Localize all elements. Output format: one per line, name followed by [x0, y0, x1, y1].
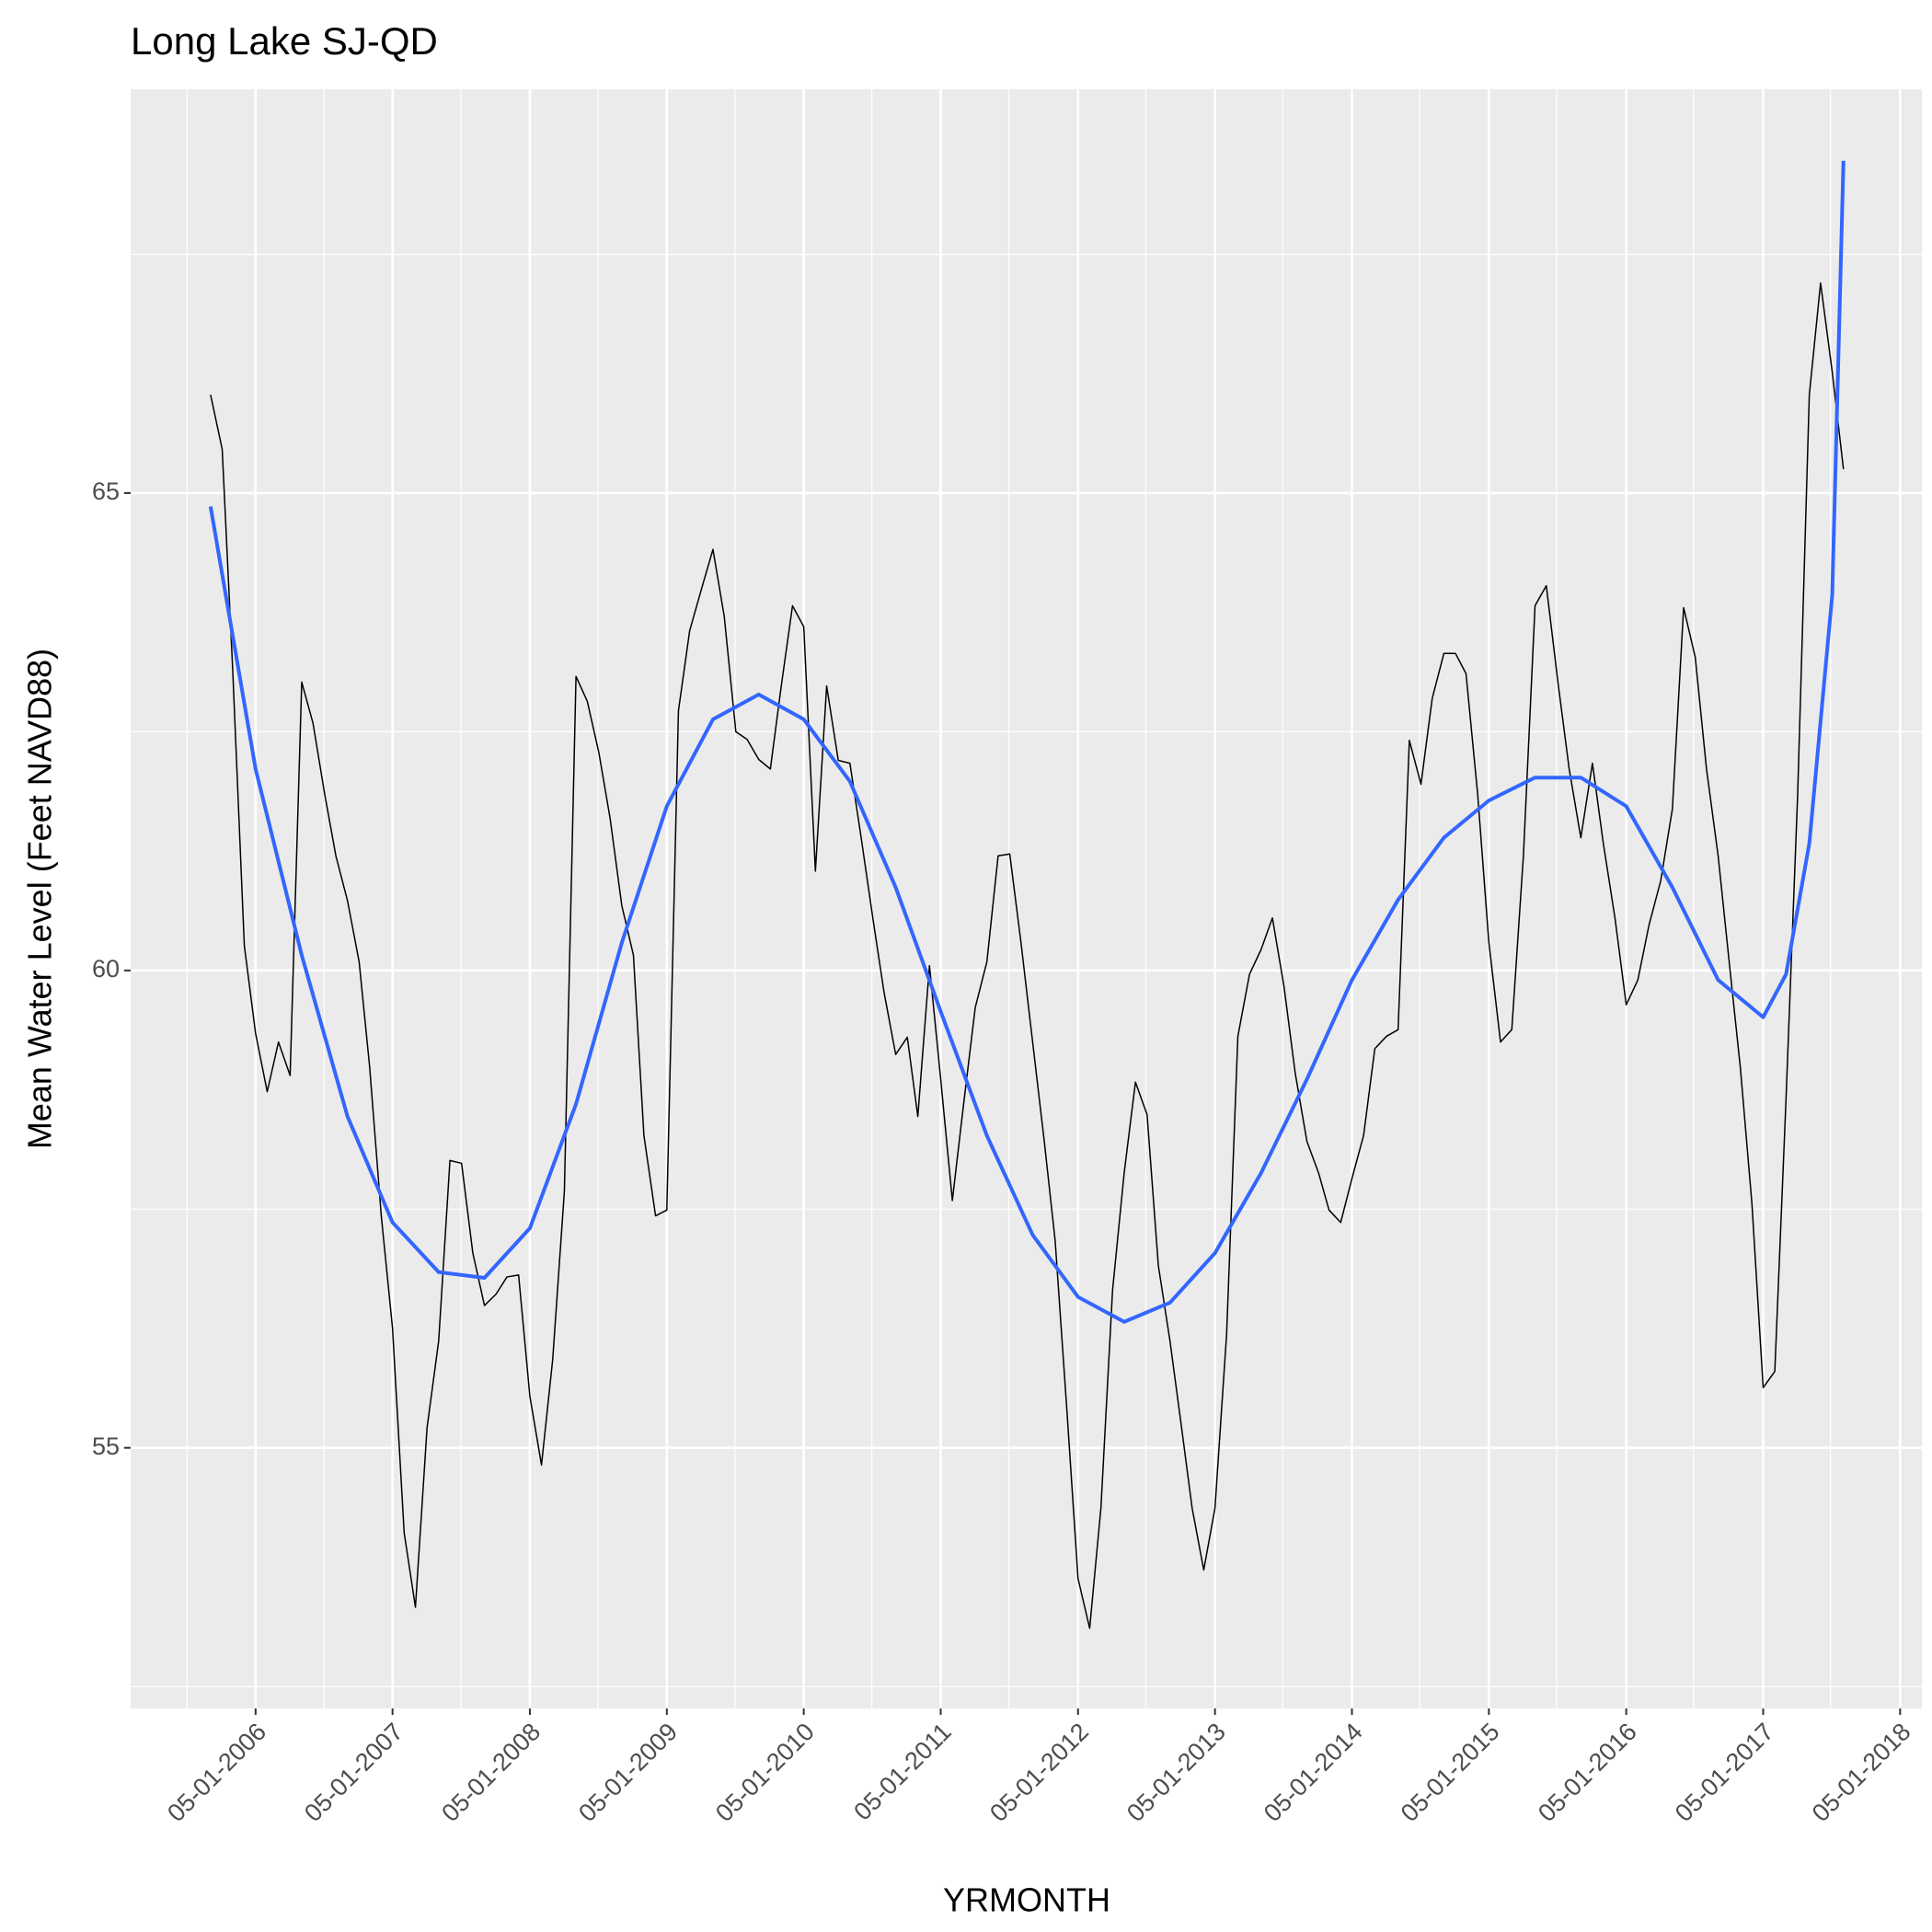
- y-axis-title: Mean Water Level (Feet NAVD88): [21, 649, 59, 1149]
- series-line: [210, 282, 1845, 1629]
- series-line: [208, 160, 1846, 1324]
- y-tick-label: 55: [92, 1432, 120, 1460]
- plot-panel: [131, 89, 1922, 1708]
- y-tick-label: 65: [92, 477, 120, 505]
- chart-title: Long Lake SJ-QD: [131, 19, 438, 63]
- plot-layer: [131, 89, 1922, 1708]
- x-axis-title: YRMONTH: [943, 1881, 1110, 1919]
- y-tick-label: 60: [92, 955, 120, 983]
